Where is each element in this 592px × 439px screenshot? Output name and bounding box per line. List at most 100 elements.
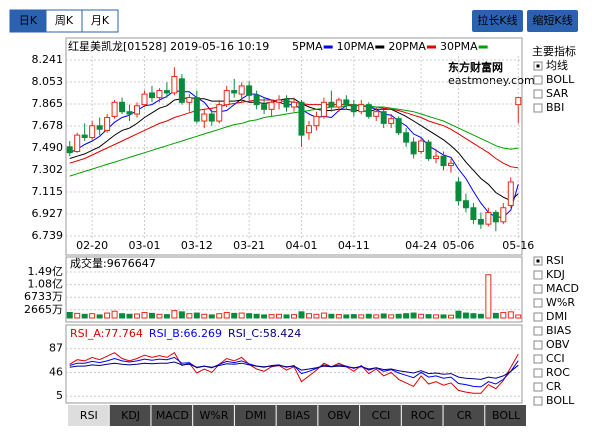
- radio[interactable]: [533, 103, 543, 113]
- radio-label[interactable]: BOLL: [546, 394, 575, 407]
- legend-label: 10PMA: [337, 40, 375, 53]
- volume-bar: [380, 313, 387, 319]
- zoom-button[interactable]: [527, 10, 578, 32]
- radio-label[interactable]: 均线: [546, 58, 568, 72]
- radio-label[interactable]: DMI: [546, 310, 567, 323]
- bottom-tab[interactable]: [234, 405, 276, 426]
- radio-label[interactable]: KDJ: [546, 268, 565, 281]
- bottom-tab[interactable]: [443, 405, 485, 426]
- radio-label[interactable]: CR: [546, 380, 562, 393]
- candle-body: [305, 125, 312, 134]
- radio[interactable]: [533, 382, 543, 392]
- bottom-tab-label[interactable]: CCI: [372, 409, 391, 422]
- bottom-tab-label[interactable]: KDJ: [121, 409, 140, 422]
- period-tab-label[interactable]: 月K: [91, 14, 110, 27]
- radio[interactable]: [533, 326, 543, 336]
- candle-body: [410, 141, 417, 155]
- candle-body: [246, 85, 253, 96]
- bottom-tab[interactable]: [68, 405, 109, 426]
- radio-label[interactable]: SAR: [546, 87, 569, 100]
- volume-bar: [425, 314, 432, 319]
- bottom-tab[interactable]: [485, 405, 526, 426]
- volume-bar: [141, 311, 148, 319]
- volume-bar: [178, 311, 185, 319]
- candle-body: [186, 97, 193, 103]
- radio-label[interactable]: W%R: [546, 296, 575, 309]
- bottom-tab-label[interactable]: MACD: [156, 409, 189, 422]
- bottom-tab[interactable]: [318, 405, 360, 426]
- radio[interactable]: [533, 284, 543, 294]
- candle-body: [261, 104, 268, 110]
- bottom-tab-label[interactable]: BOLL: [492, 409, 521, 422]
- bottom-tab[interactable]: [360, 405, 401, 426]
- radio[interactable]: [533, 340, 543, 350]
- candle-body: [492, 211, 499, 223]
- bottom-tab-label[interactable]: ROC: [411, 409, 435, 422]
- zoom-button-label[interactable]: 缩短K线: [532, 13, 572, 27]
- y-tick-label: 2665万: [24, 303, 63, 316]
- radio[interactable]: [533, 396, 543, 406]
- period-tab-label[interactable]: 日K: [19, 14, 38, 27]
- indicator-line: [69, 352, 519, 394]
- radio[interactable]: [533, 368, 543, 378]
- zoom-button-label[interactable]: 拉长K线: [477, 13, 517, 27]
- volume-bar: [455, 310, 462, 319]
- volume-bar: [126, 313, 133, 319]
- volume-bar: [515, 314, 522, 319]
- x-tick-label: 04-01: [285, 239, 317, 252]
- radio-label[interactable]: BBI: [546, 101, 564, 114]
- volume-panel: [65, 256, 523, 323]
- radio-label[interactable]: ROC: [546, 366, 570, 379]
- bottom-tab-label[interactable]: W%R: [200, 409, 229, 422]
- x-tick-label: 03-01: [129, 239, 161, 252]
- volume-value: 9676647: [107, 257, 156, 270]
- chart-title: 红星美凯龙[01528] 2019-05-16 10:19: [68, 40, 269, 53]
- x-tick-label: 02-20: [76, 239, 108, 252]
- y-tick-label: 7.302: [32, 163, 64, 176]
- radio[interactable]: [533, 270, 543, 280]
- bottom-tab-label[interactable]: BIAS: [285, 409, 310, 422]
- radio-label[interactable]: BIAS: [546, 324, 571, 337]
- legend-label: 5PMA: [292, 40, 323, 53]
- radio[interactable]: [533, 312, 543, 322]
- radio-label[interactable]: CCI: [546, 352, 565, 365]
- candle-body: [223, 90, 230, 106]
- period-tab-label[interactable]: 周K: [55, 14, 74, 27]
- bottom-tab-label[interactable]: OBV: [328, 409, 352, 422]
- volume-bar: [395, 313, 402, 319]
- radio-label[interactable]: OBV: [546, 338, 570, 351]
- radio[interactable]: [533, 354, 543, 364]
- volume-bar: [507, 311, 514, 319]
- rsi-legend: RSI_A:77.764 RSI_B:66.269 RSI_C:58.424: [70, 327, 301, 340]
- candle-body: [418, 140, 425, 153]
- radio-label[interactable]: RSI: [546, 254, 564, 267]
- candle-body: [328, 101, 335, 108]
- period-tab[interactable]: [81, 9, 119, 33]
- bottom-tab[interactable]: [276, 405, 318, 426]
- radio[interactable]: [533, 298, 543, 308]
- bottom-tab[interactable]: [401, 405, 443, 426]
- radio[interactable]: [533, 75, 543, 85]
- bottom-tab-label[interactable]: RSI: [80, 409, 98, 422]
- bottom-tab[interactable]: [193, 405, 234, 426]
- volume-bar: [328, 313, 335, 319]
- volume-bar: [268, 314, 275, 319]
- radio-label[interactable]: BOLL: [546, 73, 575, 86]
- candle-body: [171, 76, 178, 94]
- radio-label[interactable]: MACD: [546, 282, 579, 295]
- watermark-sub: eastmoney.com: [448, 74, 535, 87]
- volume-bar: [313, 313, 320, 319]
- candle-body: [335, 99, 342, 108]
- volume-bar: [291, 314, 297, 319]
- candle-body: [455, 181, 462, 202]
- volume-bar: [193, 312, 200, 319]
- bottom-tab[interactable]: [109, 405, 151, 426]
- radio[interactable]: [533, 89, 543, 99]
- bottom-tab-label[interactable]: CR: [457, 409, 473, 422]
- volume-bar: [298, 311, 305, 319]
- rsi-panel: [65, 324, 523, 404]
- bottom-tab-label[interactable]: DMI: [245, 409, 266, 422]
- bottom-tab[interactable]: [151, 405, 193, 426]
- zoom-button[interactable]: [472, 10, 523, 32]
- candle-body: [373, 111, 380, 117]
